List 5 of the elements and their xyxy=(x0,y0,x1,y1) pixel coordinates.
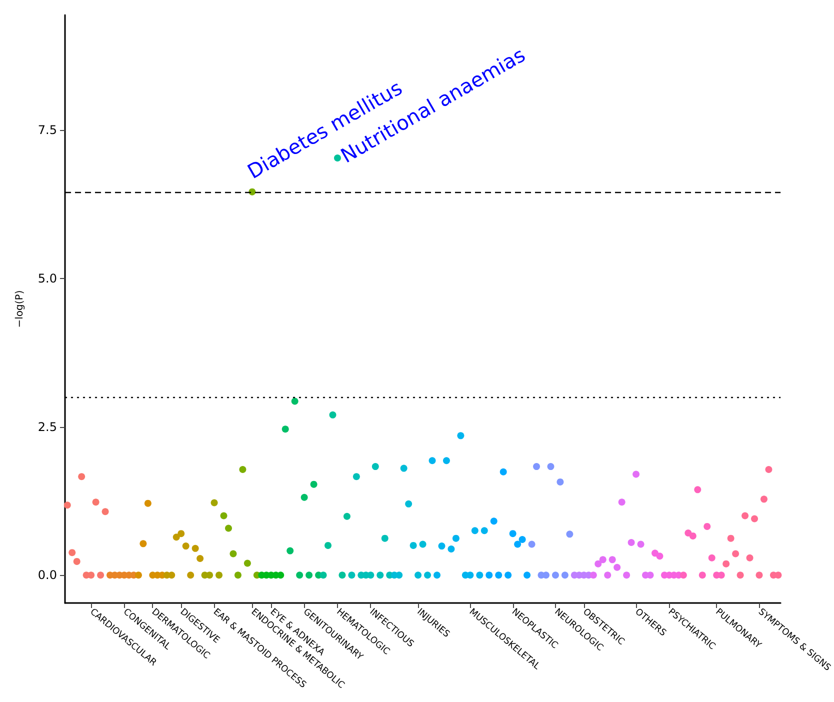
y-tick-label: 2.5 xyxy=(38,420,57,434)
y-tick-label: 0.0 xyxy=(38,568,57,582)
y-axis-title: −log(P) xyxy=(14,290,26,328)
y-tick-label: 7.5 xyxy=(38,123,57,138)
y-tick-label: 5.0 xyxy=(38,271,57,286)
